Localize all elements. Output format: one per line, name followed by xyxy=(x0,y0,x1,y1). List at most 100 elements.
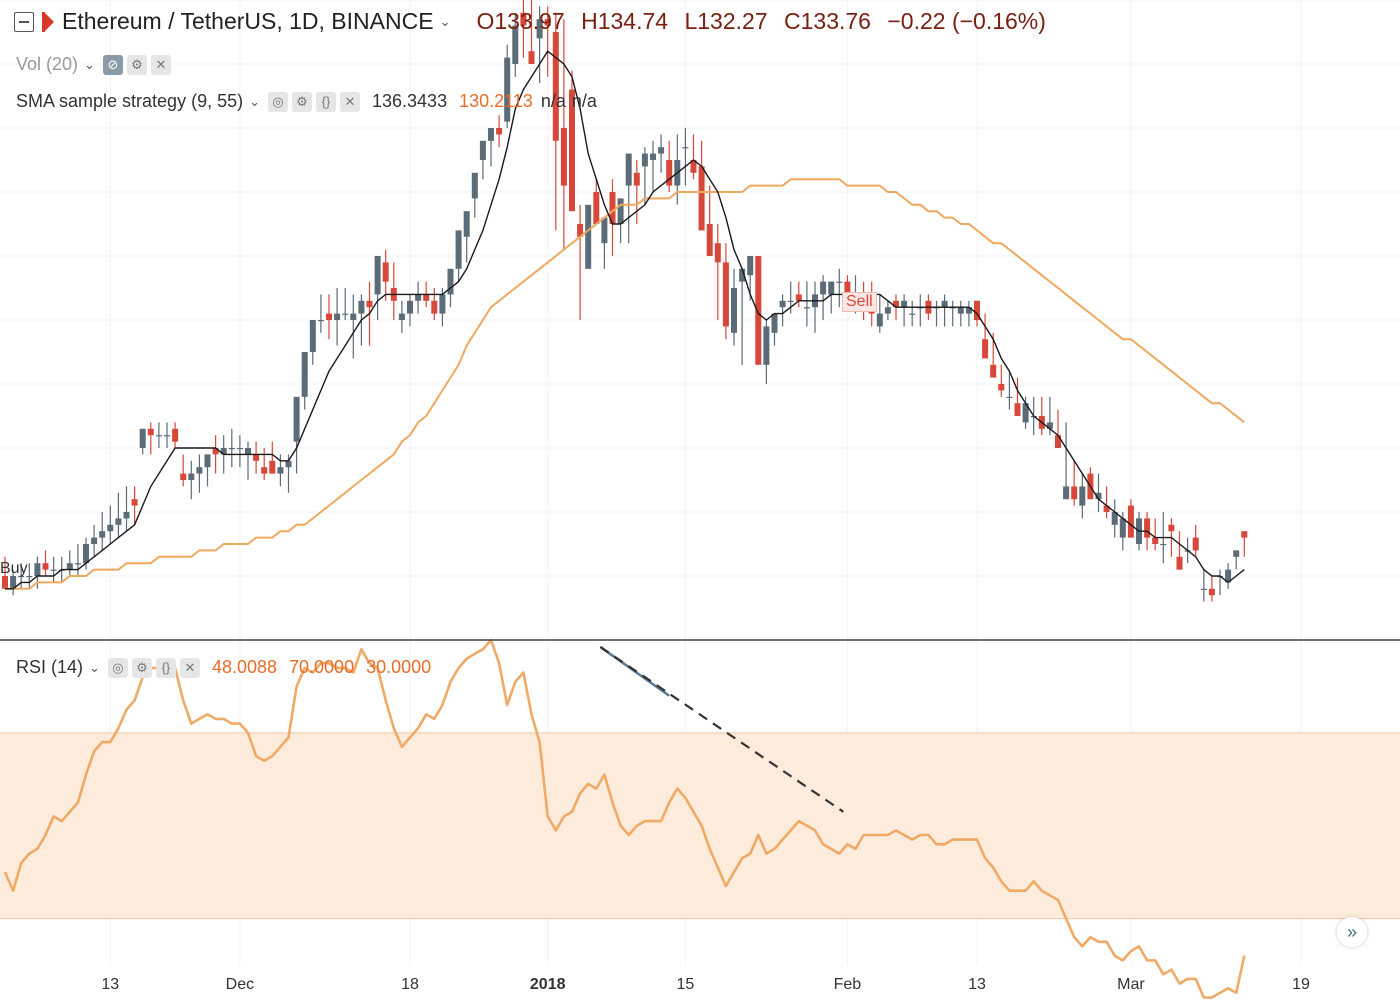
rsi-label[interactable]: RSI (14) xyxy=(16,657,84,677)
chevron-down-icon[interactable]: ⌄ xyxy=(439,13,451,29)
candle-body xyxy=(625,153,632,186)
candle xyxy=(714,224,721,320)
candle-body xyxy=(172,428,179,442)
candle xyxy=(1014,377,1021,416)
close-icon[interactable]: ✕ xyxy=(340,91,360,112)
candle xyxy=(909,300,916,327)
eye-icon[interactable]: ◎ xyxy=(268,91,288,112)
collapse-icon[interactable] xyxy=(14,11,34,32)
candle xyxy=(560,19,567,250)
candle xyxy=(504,44,511,128)
candle xyxy=(390,262,397,320)
candle-body xyxy=(974,300,980,320)
candle xyxy=(884,300,891,320)
candle-body xyxy=(50,569,57,571)
candle-body xyxy=(423,294,430,301)
chevron-down-icon[interactable]: ⌄ xyxy=(89,659,100,675)
volume-label[interactable]: Vol (20) xyxy=(16,54,79,74)
candle-body xyxy=(1022,403,1029,423)
scroll-right-icon[interactable]: » xyxy=(1337,917,1367,947)
close-icon[interactable]: ✕ xyxy=(179,657,200,678)
strategy-value-4: n/a xyxy=(571,91,597,111)
candle-body xyxy=(293,396,300,442)
candle xyxy=(196,454,203,493)
candle xyxy=(957,300,964,327)
candle-body xyxy=(682,147,689,149)
candle-body xyxy=(139,428,146,448)
candle-body xyxy=(739,268,746,282)
candle-body xyxy=(261,467,268,474)
candle xyxy=(188,460,195,500)
chevron-down-icon[interactable]: ⌄ xyxy=(249,93,260,109)
candle-body xyxy=(398,313,405,320)
candle-body xyxy=(763,326,770,365)
candle-body xyxy=(569,89,575,212)
candle-body xyxy=(714,243,721,263)
candle-body xyxy=(285,460,292,468)
candle xyxy=(317,294,324,333)
strategy-label[interactable]: SMA sample strategy (9, 55) xyxy=(16,91,244,111)
candle-body xyxy=(1200,588,1207,590)
candle-body xyxy=(512,25,519,65)
candle-body xyxy=(455,230,462,269)
close-icon[interactable]: ✕ xyxy=(150,54,171,75)
candle-body xyxy=(779,300,786,308)
candle xyxy=(1095,473,1102,512)
candle xyxy=(1079,473,1086,519)
candle xyxy=(1233,550,1240,570)
strategy-value-1: 136.3433 xyxy=(372,91,448,111)
candle-body xyxy=(83,544,89,564)
candle xyxy=(245,441,251,480)
source-icon[interactable]: {} xyxy=(155,657,176,678)
candle xyxy=(455,230,462,282)
candle-body xyxy=(277,467,284,474)
candle-body xyxy=(528,51,535,64)
candle xyxy=(941,294,948,327)
candle xyxy=(1200,569,1207,602)
candle xyxy=(10,569,17,596)
candle-body xyxy=(1119,518,1126,538)
candle xyxy=(326,294,332,340)
candle xyxy=(520,0,527,58)
gear-icon[interactable]: ⚙ xyxy=(292,91,312,112)
gear-icon[interactable]: ⚙ xyxy=(126,54,147,75)
candle xyxy=(917,294,924,327)
candle-body xyxy=(220,448,227,455)
candle xyxy=(722,243,729,340)
symbol-title[interactable]: Ethereum / TetherUS, 1D, BINANCE xyxy=(62,8,434,34)
eye-hidden-icon[interactable]: ⊘ xyxy=(102,54,123,75)
candle-body xyxy=(1233,550,1240,557)
candle-body xyxy=(1006,396,1013,398)
candle-body xyxy=(1095,492,1102,500)
chevron-down-icon[interactable]: ⌄ xyxy=(84,56,95,72)
candle-body xyxy=(26,576,33,578)
rsi-band-fill xyxy=(0,732,1400,919)
sell-label: Sell xyxy=(846,293,873,310)
candle-body xyxy=(876,313,883,327)
candle-body xyxy=(91,537,98,544)
candle-body xyxy=(180,473,187,480)
candle-body xyxy=(18,576,25,578)
candle-body xyxy=(731,288,737,333)
candle-body xyxy=(617,198,624,224)
candle xyxy=(1111,499,1118,538)
candle-body xyxy=(1127,505,1134,538)
close-value: C133.76 xyxy=(784,8,871,34)
candle-body xyxy=(10,576,17,589)
candle-body xyxy=(2,576,8,589)
candle xyxy=(949,300,956,327)
candle xyxy=(569,70,575,212)
moving-averages xyxy=(5,50,1245,590)
candle-body xyxy=(504,57,511,122)
candle-body xyxy=(1014,403,1021,416)
candle xyxy=(828,281,835,314)
source-icon[interactable]: {} xyxy=(316,91,336,112)
sma-fast-line xyxy=(5,50,1245,590)
candle-body xyxy=(212,448,219,455)
candle xyxy=(115,492,122,538)
gear-icon[interactable]: ⚙ xyxy=(131,657,152,678)
candle-body xyxy=(633,172,640,186)
eye-icon[interactable]: ◎ xyxy=(107,657,128,678)
candle-body xyxy=(601,217,608,244)
